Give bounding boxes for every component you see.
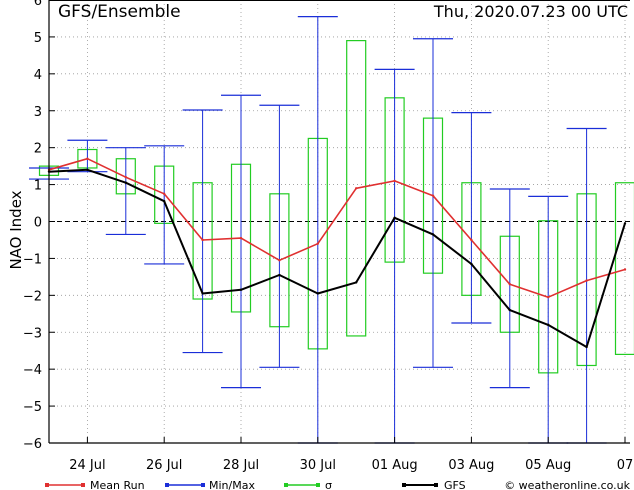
series-line-mean-run [48,157,626,299]
data-point-mean-run [431,194,435,197]
data-point-mean-run [585,279,588,282]
data-point-gfs [201,292,204,295]
min-max-whisker [451,111,492,324]
min-max-whisker [489,188,530,389]
data-point-gfs [623,222,627,225]
data-point-mean-run [623,268,627,271]
data-point-gfs [316,292,319,295]
y-tick-label: 4 [34,68,42,83]
sigma-box [614,182,634,356]
legend-item-gfs: GFS [402,479,466,490]
x-tick-label: 07 [617,458,634,473]
legend-label-min-max: Min/Max [209,479,255,490]
x-tick-label: 28 Jul [223,458,259,473]
x-tick-label: 30 Jul [300,458,336,473]
sigma-box [346,40,367,337]
data-point-gfs [239,288,243,291]
axis-ticks: −6 −5 −4 −3 −2 −1 0 1 2 3 4 5 6 24 Jul 26 Jul 28 Jul 30 … [23,0,633,473]
min-max-whisker [413,38,453,368]
legend-label-gfs: GFS [444,479,466,490]
data-point-gfs [355,281,358,284]
legend-item-mean-run: Mean Run [45,479,145,490]
data-point-mean-run [239,236,243,240]
min-max-whisker [297,16,338,444]
legend-item-min-max: Min/Max [165,479,255,490]
x-tick-label: 03 Aug [448,458,494,473]
min-max-whisker [105,147,146,236]
grid-layer [49,0,630,443]
data-point-mean-run [355,187,358,190]
data-point-mean-run [86,157,89,160]
legend-label-sigma: σ [325,479,332,490]
chart-title: GFS/Ensemble [58,2,181,22]
data-point-gfs [86,168,89,172]
x-tick-label: 24 Jul [69,458,105,473]
min-max-whiskers [29,16,607,444]
y-tick-label: 2 [34,142,42,157]
min-max-whisker [259,104,300,368]
y-tick-label: 3 [34,105,42,120]
x-tick-label: 01 Aug [372,458,418,473]
data-point-gfs [585,345,588,349]
run-date-label: Thu, 2020.07.23 00 UTC [433,2,628,21]
y-tick-label: 0 [34,216,42,231]
data-point-gfs [547,323,550,327]
min-max-whisker [144,145,185,265]
data-point-gfs [470,262,473,266]
min-max-whisker [566,127,607,444]
data-point-gfs [124,181,128,184]
data-point-mean-run [547,295,550,299]
y-tick-label: −3 [23,326,42,341]
y-tick-label: 1 [34,179,42,194]
min-max-whisker [374,68,415,444]
series-lines [47,157,627,349]
data-point-mean-run [470,238,473,242]
min-max-whisker [182,109,223,354]
x-tick-label: 05 Aug [525,458,571,473]
data-point-mean-run [201,238,204,242]
legend-label-mean-run: Mean Run [90,479,145,490]
y-tick-label: −5 [23,400,42,415]
data-point-gfs [508,308,511,312]
data-point-mean-run [316,242,319,245]
data-point-gfs [163,199,166,203]
source-credit: © weatheronline.co.uk [504,479,630,490]
data-point-gfs [393,216,396,220]
data-point-mean-run [393,179,396,183]
legend: Mean Run Min/Max σ GFS © weatheronline.c… [45,479,631,490]
data-point-mean-run [508,283,511,286]
y-tick-label: −1 [23,252,42,267]
y-axis-label: NAO Index [7,190,25,269]
y-tick-label: −2 [23,289,42,304]
y-tick-label: −6 [23,437,42,452]
min-max-whisker [221,94,261,389]
y-tick-label: 5 [34,31,42,46]
y-tick-label: −4 [23,363,42,378]
data-point-gfs [278,273,281,277]
x-tick-label: 26 Jul [146,458,182,473]
data-point-gfs [431,233,435,236]
data-point-mean-run [278,259,281,262]
y-tick-label: 6 [34,0,42,9]
min-max-whisker [67,139,108,173]
legend-item-sigma: σ [284,479,332,490]
data-point-mean-run [163,192,166,196]
data-point-mean-run [124,176,128,179]
series-line-gfs [48,168,626,348]
